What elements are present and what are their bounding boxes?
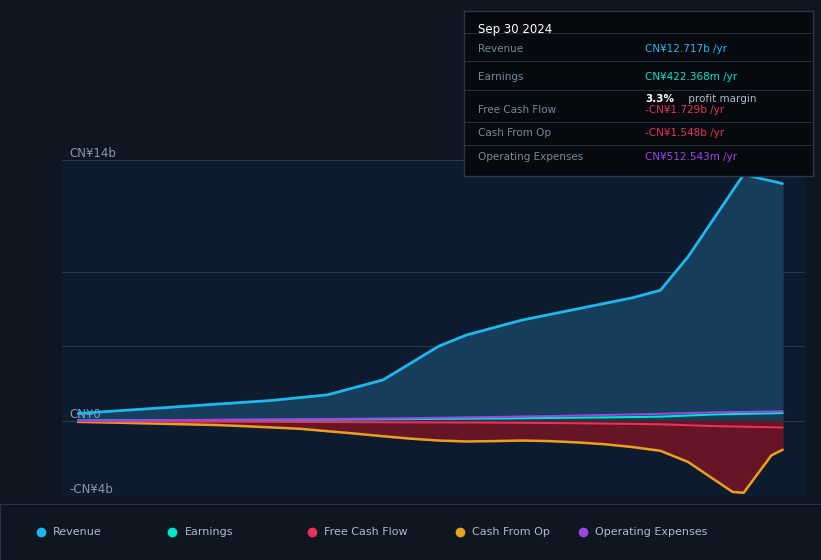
Text: CN¥14b: CN¥14b <box>69 147 116 160</box>
Text: Operating Expenses: Operating Expenses <box>595 527 708 537</box>
Text: Cash From Op: Cash From Op <box>478 128 551 138</box>
Text: CN¥512.543m /yr: CN¥512.543m /yr <box>645 152 737 162</box>
Text: Operating Expenses: Operating Expenses <box>478 152 583 162</box>
Text: 2024: 2024 <box>644 519 677 532</box>
Text: 2020: 2020 <box>201 519 232 532</box>
Text: Revenue: Revenue <box>478 44 523 54</box>
Text: profit margin: profit margin <box>686 94 757 104</box>
Text: Revenue: Revenue <box>53 527 102 537</box>
Text: Sep 30 2024: Sep 30 2024 <box>478 23 552 36</box>
Text: 2023: 2023 <box>534 519 566 532</box>
Text: Earnings: Earnings <box>185 527 233 537</box>
Text: CN¥0: CN¥0 <box>69 408 101 421</box>
Text: 2019: 2019 <box>90 519 122 532</box>
Text: -CN¥1.729b /yr: -CN¥1.729b /yr <box>645 105 724 115</box>
Text: -CN¥4b: -CN¥4b <box>69 483 112 496</box>
Text: CN¥422.368m /yr: CN¥422.368m /yr <box>645 72 737 82</box>
Text: 2022: 2022 <box>423 519 455 532</box>
Text: CN¥12.717b /yr: CN¥12.717b /yr <box>645 44 727 54</box>
Text: Free Cash Flow: Free Cash Flow <box>478 105 556 115</box>
Text: Earnings: Earnings <box>478 72 523 82</box>
Text: 2021: 2021 <box>312 519 343 532</box>
Text: 3.3%: 3.3% <box>645 94 674 104</box>
Text: Free Cash Flow: Free Cash Flow <box>324 527 408 537</box>
Text: Cash From Op: Cash From Op <box>472 527 550 537</box>
Text: -CN¥1.548b /yr: -CN¥1.548b /yr <box>645 128 724 138</box>
